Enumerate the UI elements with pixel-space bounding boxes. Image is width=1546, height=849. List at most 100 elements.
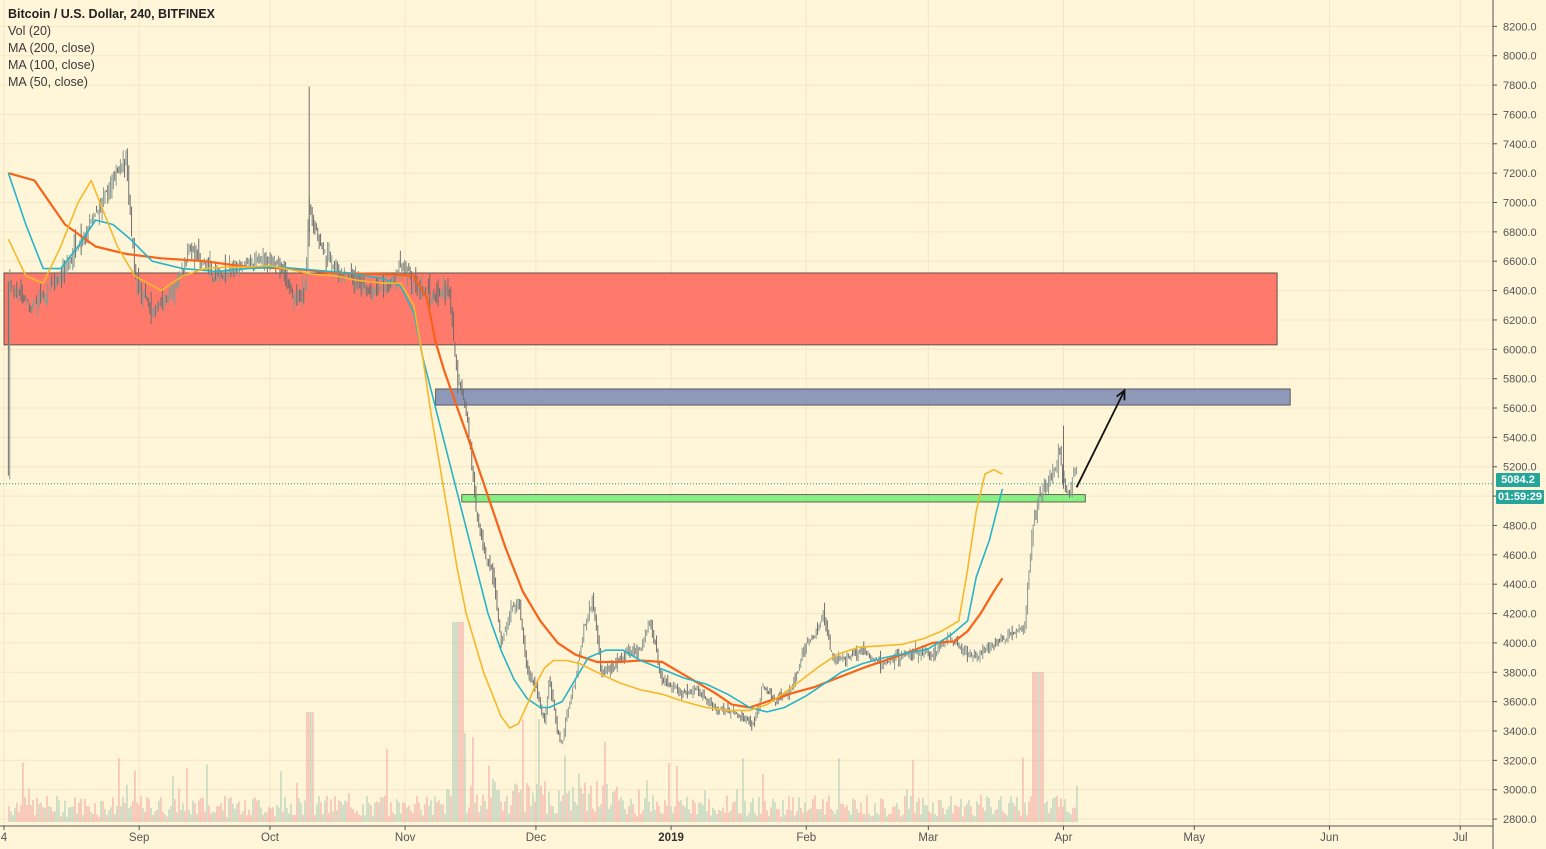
volume-bar — [368, 803, 370, 822]
time-tick-label: 4 — [1, 832, 8, 844]
volume-bar — [810, 808, 812, 822]
volume-bar — [676, 765, 678, 822]
price-tick-label: 7600.0 — [1503, 109, 1537, 121]
volume-bar — [826, 801, 828, 822]
price-tick-label: 3400.0 — [1503, 726, 1537, 738]
time-tick-label: Mar — [918, 832, 938, 844]
volume-bar — [70, 806, 72, 822]
volume-bar — [382, 797, 384, 822]
volume-bar — [294, 815, 296, 822]
volume-bar — [422, 815, 424, 822]
volume-bar — [270, 808, 272, 822]
volume-bar — [24, 796, 26, 822]
volume-bar — [260, 807, 262, 822]
volume-bar — [564, 755, 566, 822]
volume-bar — [48, 806, 50, 822]
volume-bar — [1044, 803, 1046, 822]
volume-bar — [620, 797, 622, 822]
volume-bar — [646, 780, 648, 822]
volume-bar — [146, 797, 148, 822]
volume-bar — [552, 806, 554, 822]
volume-bar — [474, 802, 476, 822]
volume-bar — [820, 809, 822, 822]
volume-bar — [674, 806, 676, 822]
volume-bar — [346, 801, 348, 822]
volume-bar — [240, 814, 242, 822]
volume-bar — [52, 811, 54, 822]
volume-bar — [520, 789, 522, 822]
volume-bar — [854, 799, 856, 822]
chart-legend: Bitcoin / U.S. Dollar, 240, BITFINEX Vol… — [8, 6, 215, 91]
volume-bar — [248, 809, 250, 822]
volume-bar — [882, 799, 884, 822]
volume-bar — [322, 814, 324, 822]
volume-bar — [118, 758, 120, 822]
ma-line — [7, 172, 1004, 713]
volume-bar — [152, 815, 154, 822]
volume-bar — [506, 795, 508, 822]
volume-bar — [444, 813, 446, 822]
legend-ma100[interactable]: MA (100, close) — [8, 58, 95, 72]
volume-bar — [326, 795, 328, 822]
volume-bar — [384, 795, 386, 822]
volume-bar — [714, 810, 716, 822]
price-tick-label: 4400.0 — [1503, 579, 1537, 591]
volume-bar — [696, 814, 698, 822]
volume-bar — [666, 805, 668, 822]
volume-bar — [500, 801, 502, 822]
volume-bar — [584, 782, 586, 822]
volume-bar — [668, 763, 670, 822]
volume-bar — [726, 795, 728, 822]
volume-bar — [364, 815, 366, 822]
volume-bar — [842, 803, 844, 822]
volume-bar — [158, 800, 160, 822]
time-tick-label: Jun — [1320, 832, 1339, 844]
volume-bar — [748, 812, 750, 822]
volume-bar — [918, 797, 920, 822]
volume-bar — [410, 810, 412, 822]
volume-bar — [436, 802, 438, 822]
legend-ma50[interactable]: MA (50, close) — [8, 75, 88, 89]
volume-bar — [1054, 797, 1056, 822]
volume-bar — [744, 800, 746, 822]
volume-bar — [762, 774, 764, 822]
volume-bar — [862, 813, 864, 822]
volume-bar — [704, 790, 706, 822]
legend-ma200[interactable]: MA (200, close) — [8, 41, 95, 55]
volume-bar — [502, 810, 504, 822]
volume-bar — [776, 808, 778, 822]
volume-bar — [898, 809, 900, 822]
volume-bar — [900, 816, 902, 822]
volume-bar — [642, 810, 644, 822]
volume-bar — [960, 798, 962, 822]
volume-bar — [730, 810, 732, 822]
volume-bar — [922, 797, 924, 822]
volume-bar — [184, 810, 186, 822]
volume-bar — [798, 797, 800, 822]
volume-bar — [636, 816, 638, 822]
zone-support — [461, 494, 1086, 503]
volume-bar — [350, 807, 352, 822]
volume-bar — [494, 781, 496, 822]
volume-bar — [76, 813, 78, 822]
volume-bar — [658, 805, 660, 822]
volume-bar — [834, 814, 836, 822]
volume-bar — [772, 798, 774, 822]
volume-bar — [856, 808, 858, 822]
volume-bar — [524, 811, 526, 822]
volume-bar — [426, 796, 428, 822]
price-zones — [3, 272, 1291, 503]
price-tick-label: 4000.0 — [1503, 638, 1537, 650]
volume-bar — [298, 798, 300, 822]
volume-bar — [864, 814, 866, 822]
legend-vol[interactable]: Vol (20) — [8, 24, 52, 38]
volume-bar — [822, 799, 824, 822]
price-tick-label: 8200.0 — [1503, 21, 1537, 33]
volume-bar — [818, 809, 820, 822]
volume-bar — [408, 805, 410, 822]
volume-bar — [268, 807, 270, 822]
symbol-title[interactable]: Bitcoin / U.S. Dollar, 240, BITFINEX — [8, 7, 215, 21]
volume-bar — [372, 815, 374, 822]
